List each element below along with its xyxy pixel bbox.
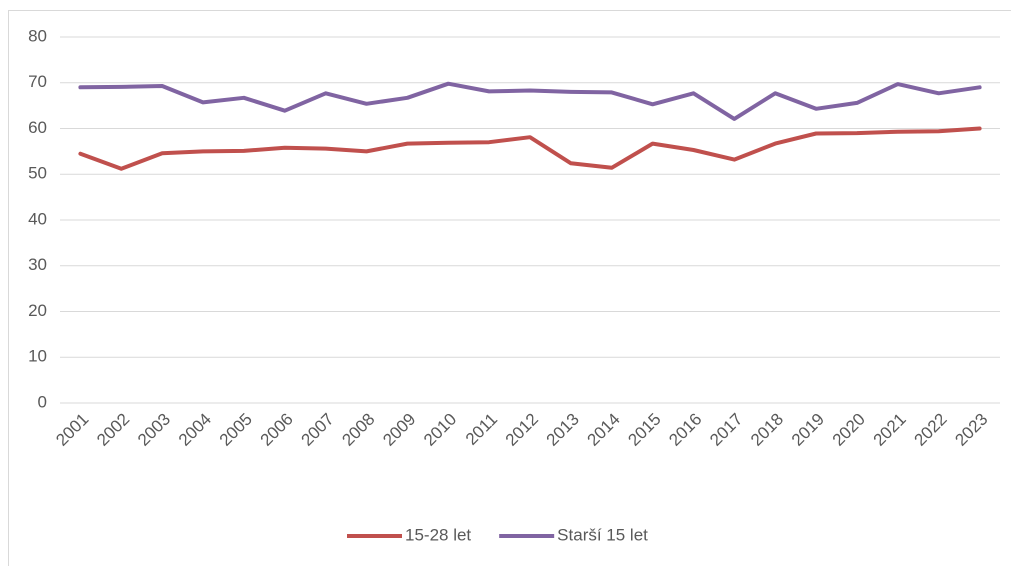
x-tick-label: 2005 xyxy=(216,410,256,450)
chart-border xyxy=(8,10,1011,566)
y-tick-label: 20 xyxy=(28,301,47,320)
series-line xyxy=(78,126,982,171)
x-tick-label: 2012 xyxy=(502,410,542,450)
x-tick-label: 2008 xyxy=(338,410,378,450)
x-tick-label: 2018 xyxy=(747,410,787,450)
x-tick-label: 2020 xyxy=(829,410,869,450)
legend-label: Starší 15 let xyxy=(557,525,648,544)
x-tick-label: 2007 xyxy=(297,410,337,450)
x-tick-label: 2019 xyxy=(788,410,828,450)
x-tick-label: 2002 xyxy=(93,410,133,450)
x-tick-label: 2023 xyxy=(951,410,991,450)
y-tick-label: 70 xyxy=(28,72,47,91)
x-tick-label: 2010 xyxy=(420,410,460,450)
x-tick-label: 2004 xyxy=(175,410,215,450)
legend-label: 15-28 let xyxy=(405,525,471,544)
x-tick-label: 2015 xyxy=(624,410,664,450)
x-tick-label: 2001 xyxy=(52,410,92,450)
x-tick-label: 2009 xyxy=(379,410,419,450)
x-tick-label: 2006 xyxy=(257,410,297,450)
x-tick-label: 2014 xyxy=(584,410,624,450)
x-tick-label: 2011 xyxy=(462,410,501,449)
y-tick-label: 0 xyxy=(38,392,47,411)
y-tick-label: 80 xyxy=(28,26,47,45)
series-line xyxy=(78,81,982,121)
x-tick-label: 2022 xyxy=(911,410,951,450)
x-tick-label: 2003 xyxy=(134,410,174,450)
x-tick-label: 2017 xyxy=(706,410,746,450)
y-tick-label: 40 xyxy=(28,209,47,228)
x-tick-label: 2013 xyxy=(543,410,583,450)
x-tick-label: 2016 xyxy=(665,410,705,450)
y-tick-label: 50 xyxy=(28,164,47,183)
x-tick-label: 2021 xyxy=(870,410,910,450)
y-tick-label: 10 xyxy=(28,347,47,366)
y-tick-label: 30 xyxy=(28,255,47,274)
y-tick-label: 60 xyxy=(28,118,47,137)
